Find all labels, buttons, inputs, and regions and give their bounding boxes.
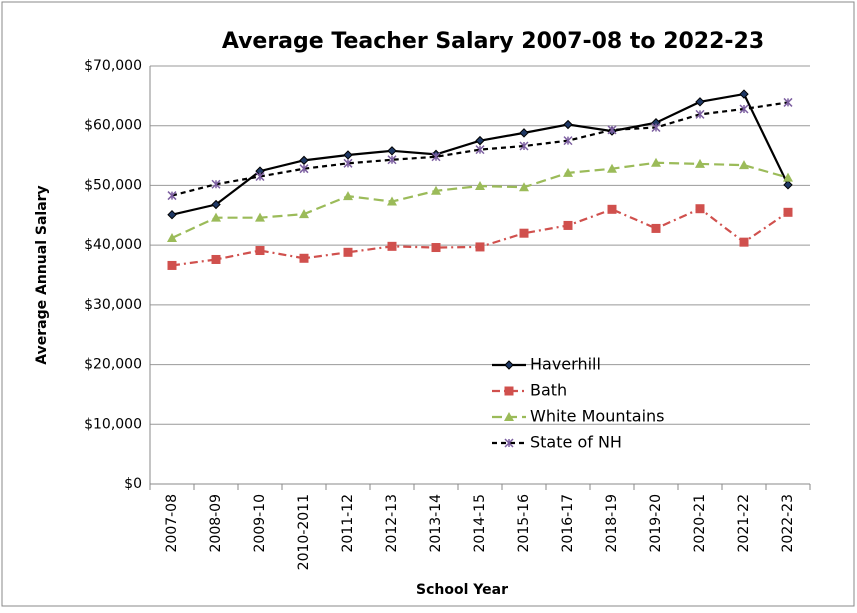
marker [695,109,705,119]
marker [167,191,177,201]
marker [607,204,617,214]
marker [783,97,793,107]
marker [343,247,353,257]
marker [255,212,265,222]
marker [695,204,705,214]
marker [387,196,397,206]
marker [167,260,177,270]
marker [475,242,485,252]
legend-label: State of NH [530,433,622,452]
marker [563,167,573,177]
marker [387,155,397,165]
marker [563,119,573,130]
marker [563,220,573,230]
marker [167,232,177,242]
y-tick-label: $20,000 [84,357,142,373]
y-axis-label: Average Annual Salary [34,185,50,364]
marker [343,191,353,201]
marker [783,180,793,190]
x-tick-label: 2012-13 [384,494,400,553]
x-tick-label: 2010-2011 [296,494,312,570]
y-tick-label: $70,000 [84,58,142,74]
marker [211,254,221,264]
marker [519,228,529,238]
y-tick-label: $40,000 [84,237,142,253]
marker [651,157,661,167]
x-tick-label: 2011-12 [340,494,356,553]
marker [475,181,485,191]
marker [504,438,514,448]
marker [695,158,705,168]
marker [519,141,529,151]
x-tick-label: 2018-19 [604,494,620,553]
marker [504,360,514,370]
y-tick-label: $0 [124,476,142,492]
marker [475,135,485,146]
legend-label: White Mountains [530,407,664,426]
marker [211,199,221,210]
marker [211,179,221,189]
chart-title: Average Teacher Salary 2007-08 to 2022-2… [222,29,764,54]
marker [519,182,529,192]
x-tick-label: 2014-15 [472,494,488,553]
marker [431,243,441,253]
marker [431,185,441,195]
marker [783,207,793,217]
y-tick-label: $50,000 [84,177,142,193]
marker [739,237,749,247]
marker [504,386,514,396]
marker [255,171,265,182]
marker [607,125,617,135]
x-tick-label: 2007-08 [164,494,180,553]
marker [211,212,221,222]
marker [519,128,529,138]
marker [504,412,514,421]
x-tick-label: 2009-10 [252,494,268,553]
x-tick-label: 2020-21 [692,494,708,553]
x-tick-label: 2021-22 [736,494,752,553]
marker [167,209,177,220]
marker [739,89,749,99]
marker [343,158,353,168]
marker [299,164,309,174]
marker [563,136,573,146]
marker [387,241,397,251]
marker [299,155,309,166]
marker [387,146,397,156]
marker [607,163,617,173]
x-tick-label: 2015-16 [516,494,532,553]
marker [783,172,793,182]
marker [299,209,309,219]
marker [651,223,661,233]
x-tick-label: 2013-14 [428,494,444,553]
x-axis-label: School Year [416,582,508,598]
marker [651,122,661,133]
y-tick-label: $10,000 [84,416,142,432]
y-tick-label: $60,000 [84,118,142,134]
marker [475,145,485,155]
marker [739,160,749,170]
y-tick-label: $30,000 [84,297,142,313]
marker [695,97,705,107]
legend-label: Bath [530,381,567,400]
marker [299,253,309,263]
marker [431,152,441,162]
legend-label: Haverhill [530,355,601,374]
marker [343,150,353,160]
x-tick-label: 2008-09 [208,494,224,553]
marker [255,246,265,256]
x-tick-label: 2016-17 [560,494,576,553]
marker [739,104,749,114]
x-tick-label: 2022-23 [780,494,796,553]
x-tick-label: 2019-20 [648,494,664,553]
